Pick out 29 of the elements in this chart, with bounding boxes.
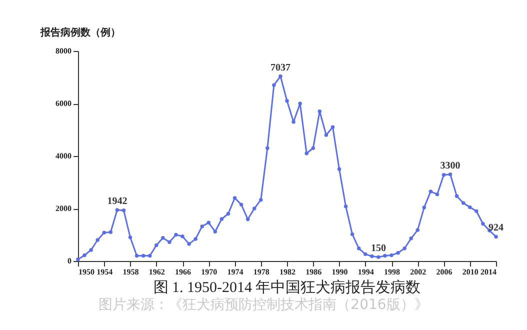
x-tick-label: 1966	[175, 268, 191, 276]
x-tick-label: 1954	[96, 268, 113, 276]
x-tick-label: 1998	[384, 268, 400, 276]
y-tick-label: 0	[68, 256, 72, 266]
x-tick-label: 1958	[122, 268, 139, 276]
y-tick-label: 8000	[56, 46, 72, 56]
annotation: 150	[370, 243, 386, 254]
x-tick-label: 1978	[253, 268, 270, 276]
x-tick-label: 1994	[358, 268, 374, 276]
x-tick-label: 2006	[436, 268, 452, 276]
annotation: 1942	[107, 196, 128, 208]
annotation: 7037	[270, 62, 290, 74]
annotation: 3300	[440, 160, 460, 172]
x-tick-label: 1974	[227, 268, 244, 276]
x-tick-label: 1970	[201, 268, 218, 276]
y-tick-label: 4000	[56, 152, 72, 160]
x-tick-label: 1950	[78, 268, 94, 276]
annotation: 924	[488, 222, 504, 234]
x-tick-label: 2010	[462, 268, 478, 276]
x-tick-label: 1986	[306, 268, 322, 276]
x-tick-label: 1982	[280, 268, 296, 276]
x-tick-label: 1962	[148, 268, 165, 276]
y-axis-title: 报告病例数（例）	[40, 26, 120, 38]
x-tick-label: 2014	[480, 268, 496, 276]
x-tick-label: 1990	[332, 268, 348, 276]
x-tick-label: 2002	[410, 268, 426, 276]
y-tick-label: 6000	[56, 99, 72, 108]
text: 图 1. 1950-2014 年中国狂犬病报告发病数	[153, 279, 421, 296]
y-tick-label: 2000	[56, 204, 72, 213]
